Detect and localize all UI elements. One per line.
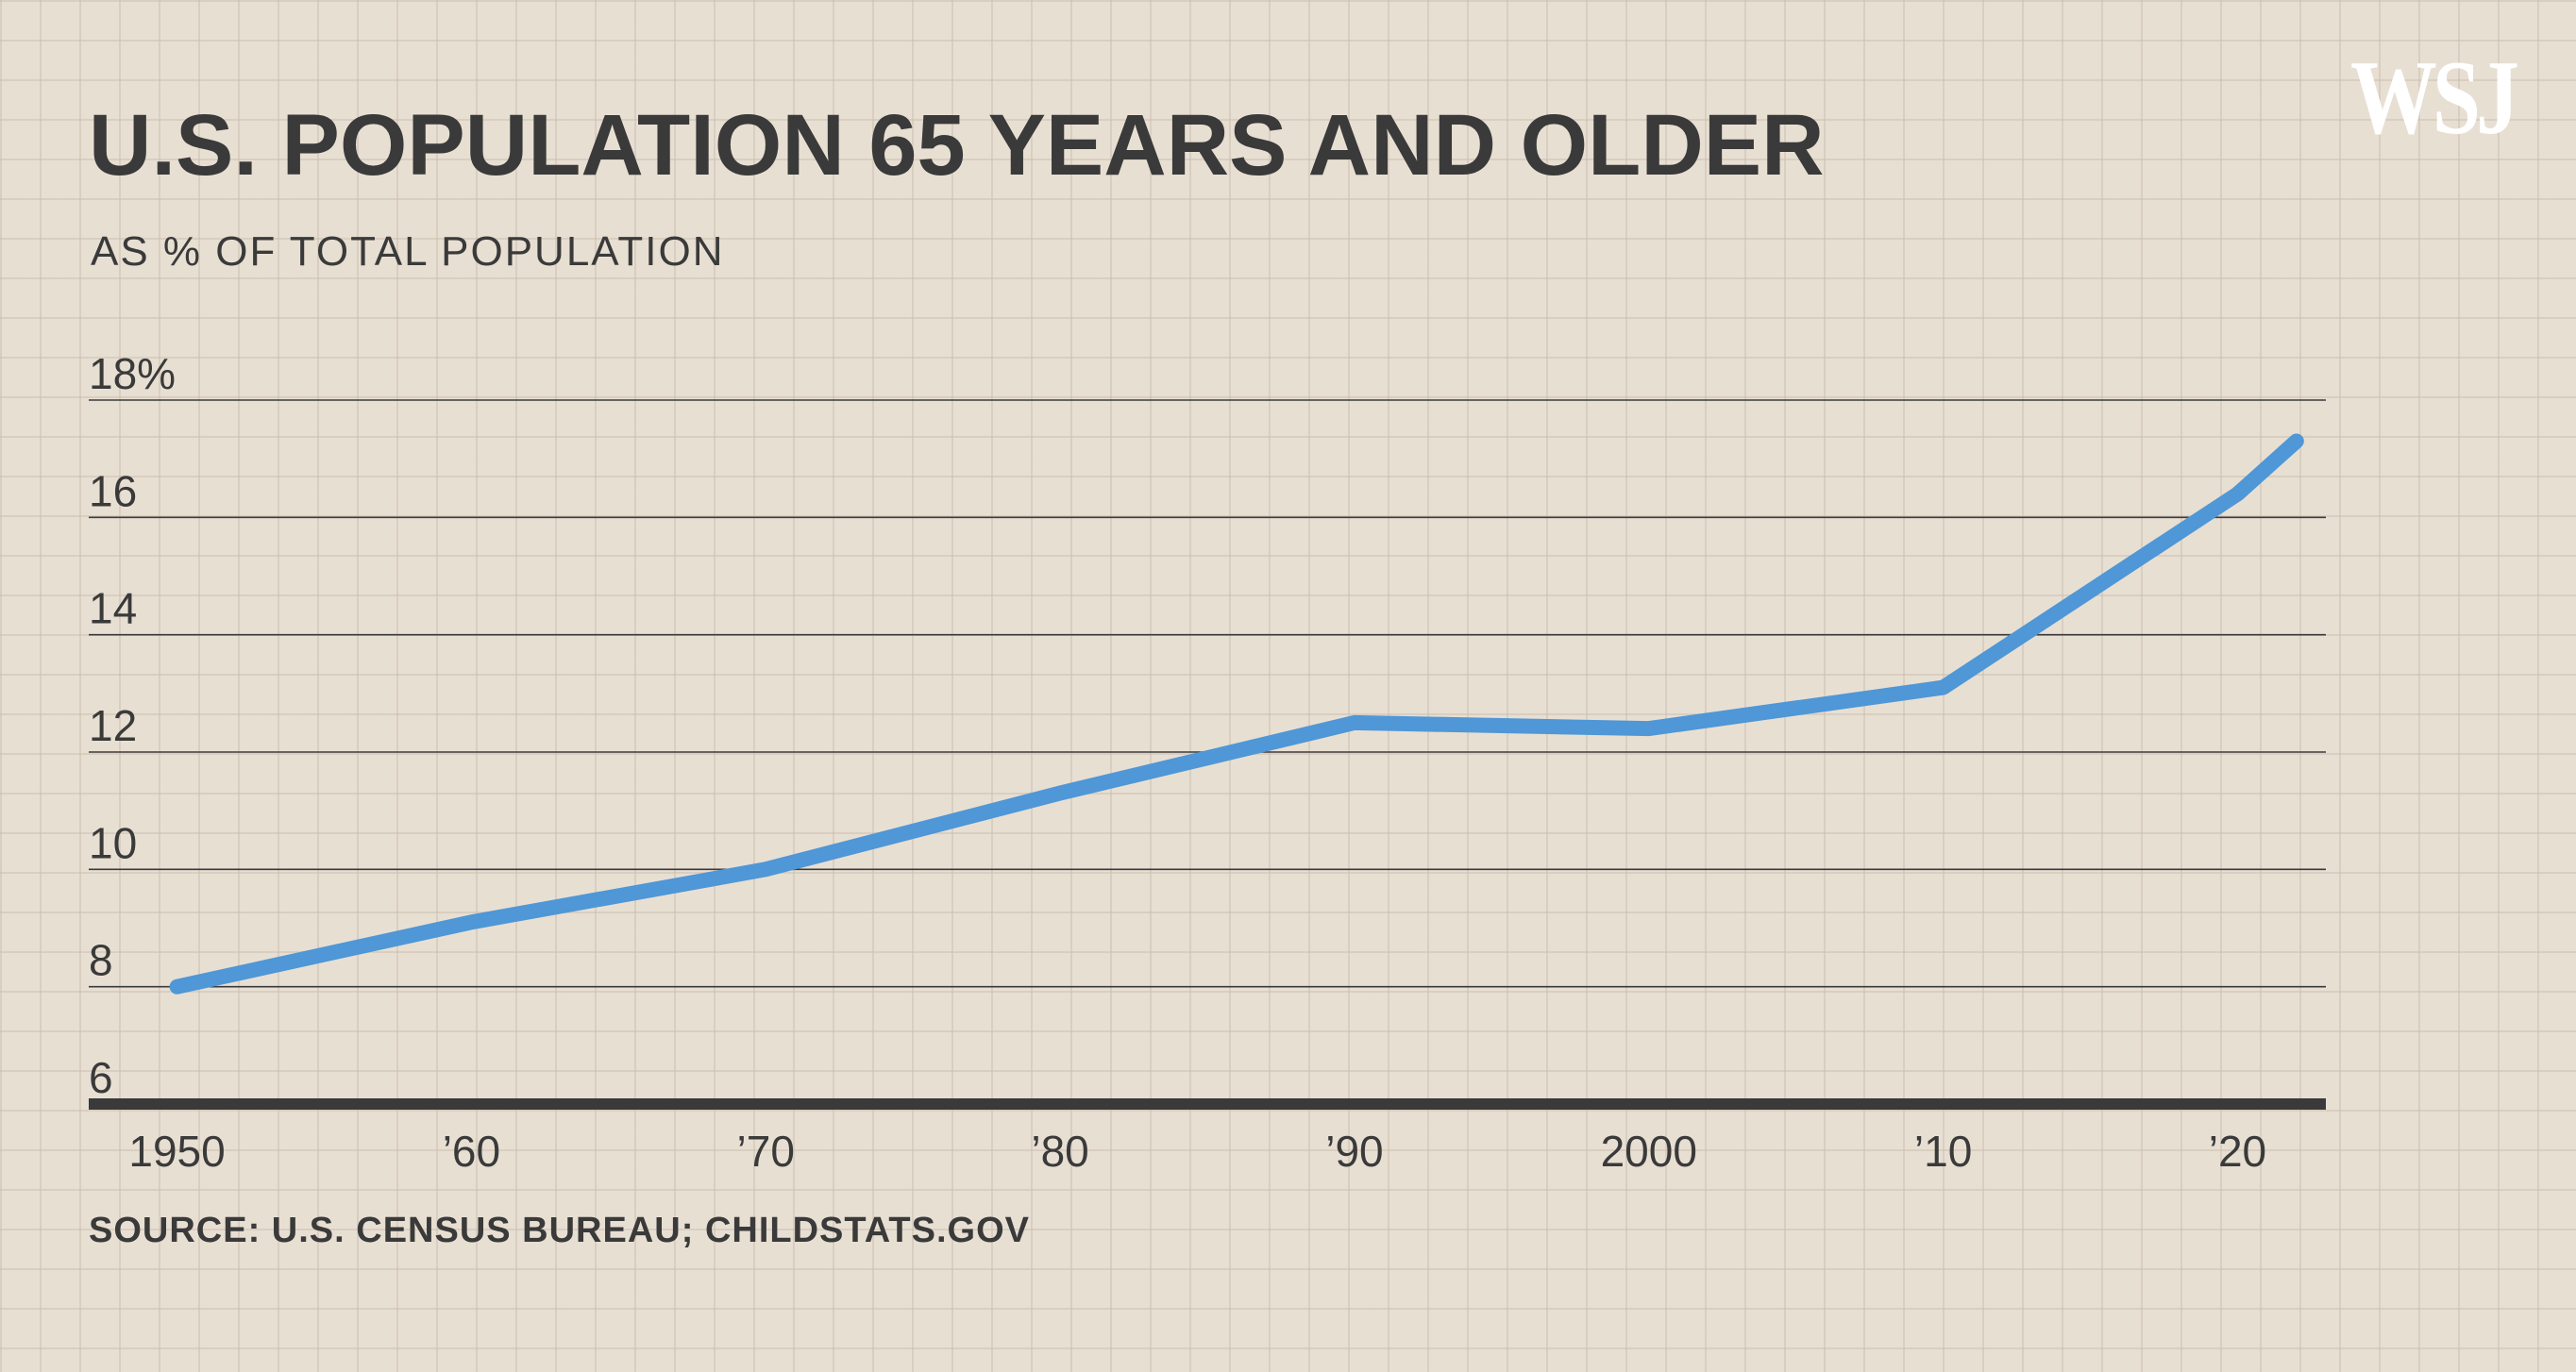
x-tick-label: ’70: [737, 1127, 795, 1176]
x-tick-label: ’20: [2209, 1127, 2266, 1176]
x-tick-label: ’10: [1914, 1127, 1972, 1176]
y-tick-label: 6: [89, 1053, 113, 1102]
y-tick-label: 12: [89, 701, 137, 750]
wsj-logo: WSJ: [2350, 40, 2519, 157]
chart-title: U.S. POPULATION 65 YEARS AND OLDER: [89, 97, 1825, 193]
x-tick-label: ’80: [1031, 1127, 1088, 1176]
y-tick-label: 16: [89, 466, 137, 515]
x-tick-label: ’60: [443, 1127, 500, 1176]
gridlines: [89, 399, 2326, 988]
y-tick-label: 8: [89, 936, 113, 985]
chart-subtitle: AS % OF TOTAL POPULATION: [91, 228, 725, 275]
x-tick-label: 2000: [1601, 1127, 1697, 1176]
y-tick-label: 10: [89, 818, 137, 867]
y-tick-label: 18%: [89, 349, 176, 398]
x-tick-label: 1950: [128, 1127, 225, 1176]
series-line-0: [169, 433, 2304, 995]
series-lines: [169, 433, 2304, 995]
x-axis-labels: 1950 ’60 ’70 ’80 ’90 2000 ’10 ’20: [128, 1127, 2266, 1176]
x-tick-label: ’90: [1325, 1127, 1383, 1176]
source-note: SOURCE: U.S. CENSUS BUREAU; CHILDSTATS.G…: [89, 1211, 1030, 1250]
y-tick-label: 14: [89, 584, 137, 633]
y-axis-labels: 6 8 10 12 14 16 18%: [89, 349, 176, 1102]
